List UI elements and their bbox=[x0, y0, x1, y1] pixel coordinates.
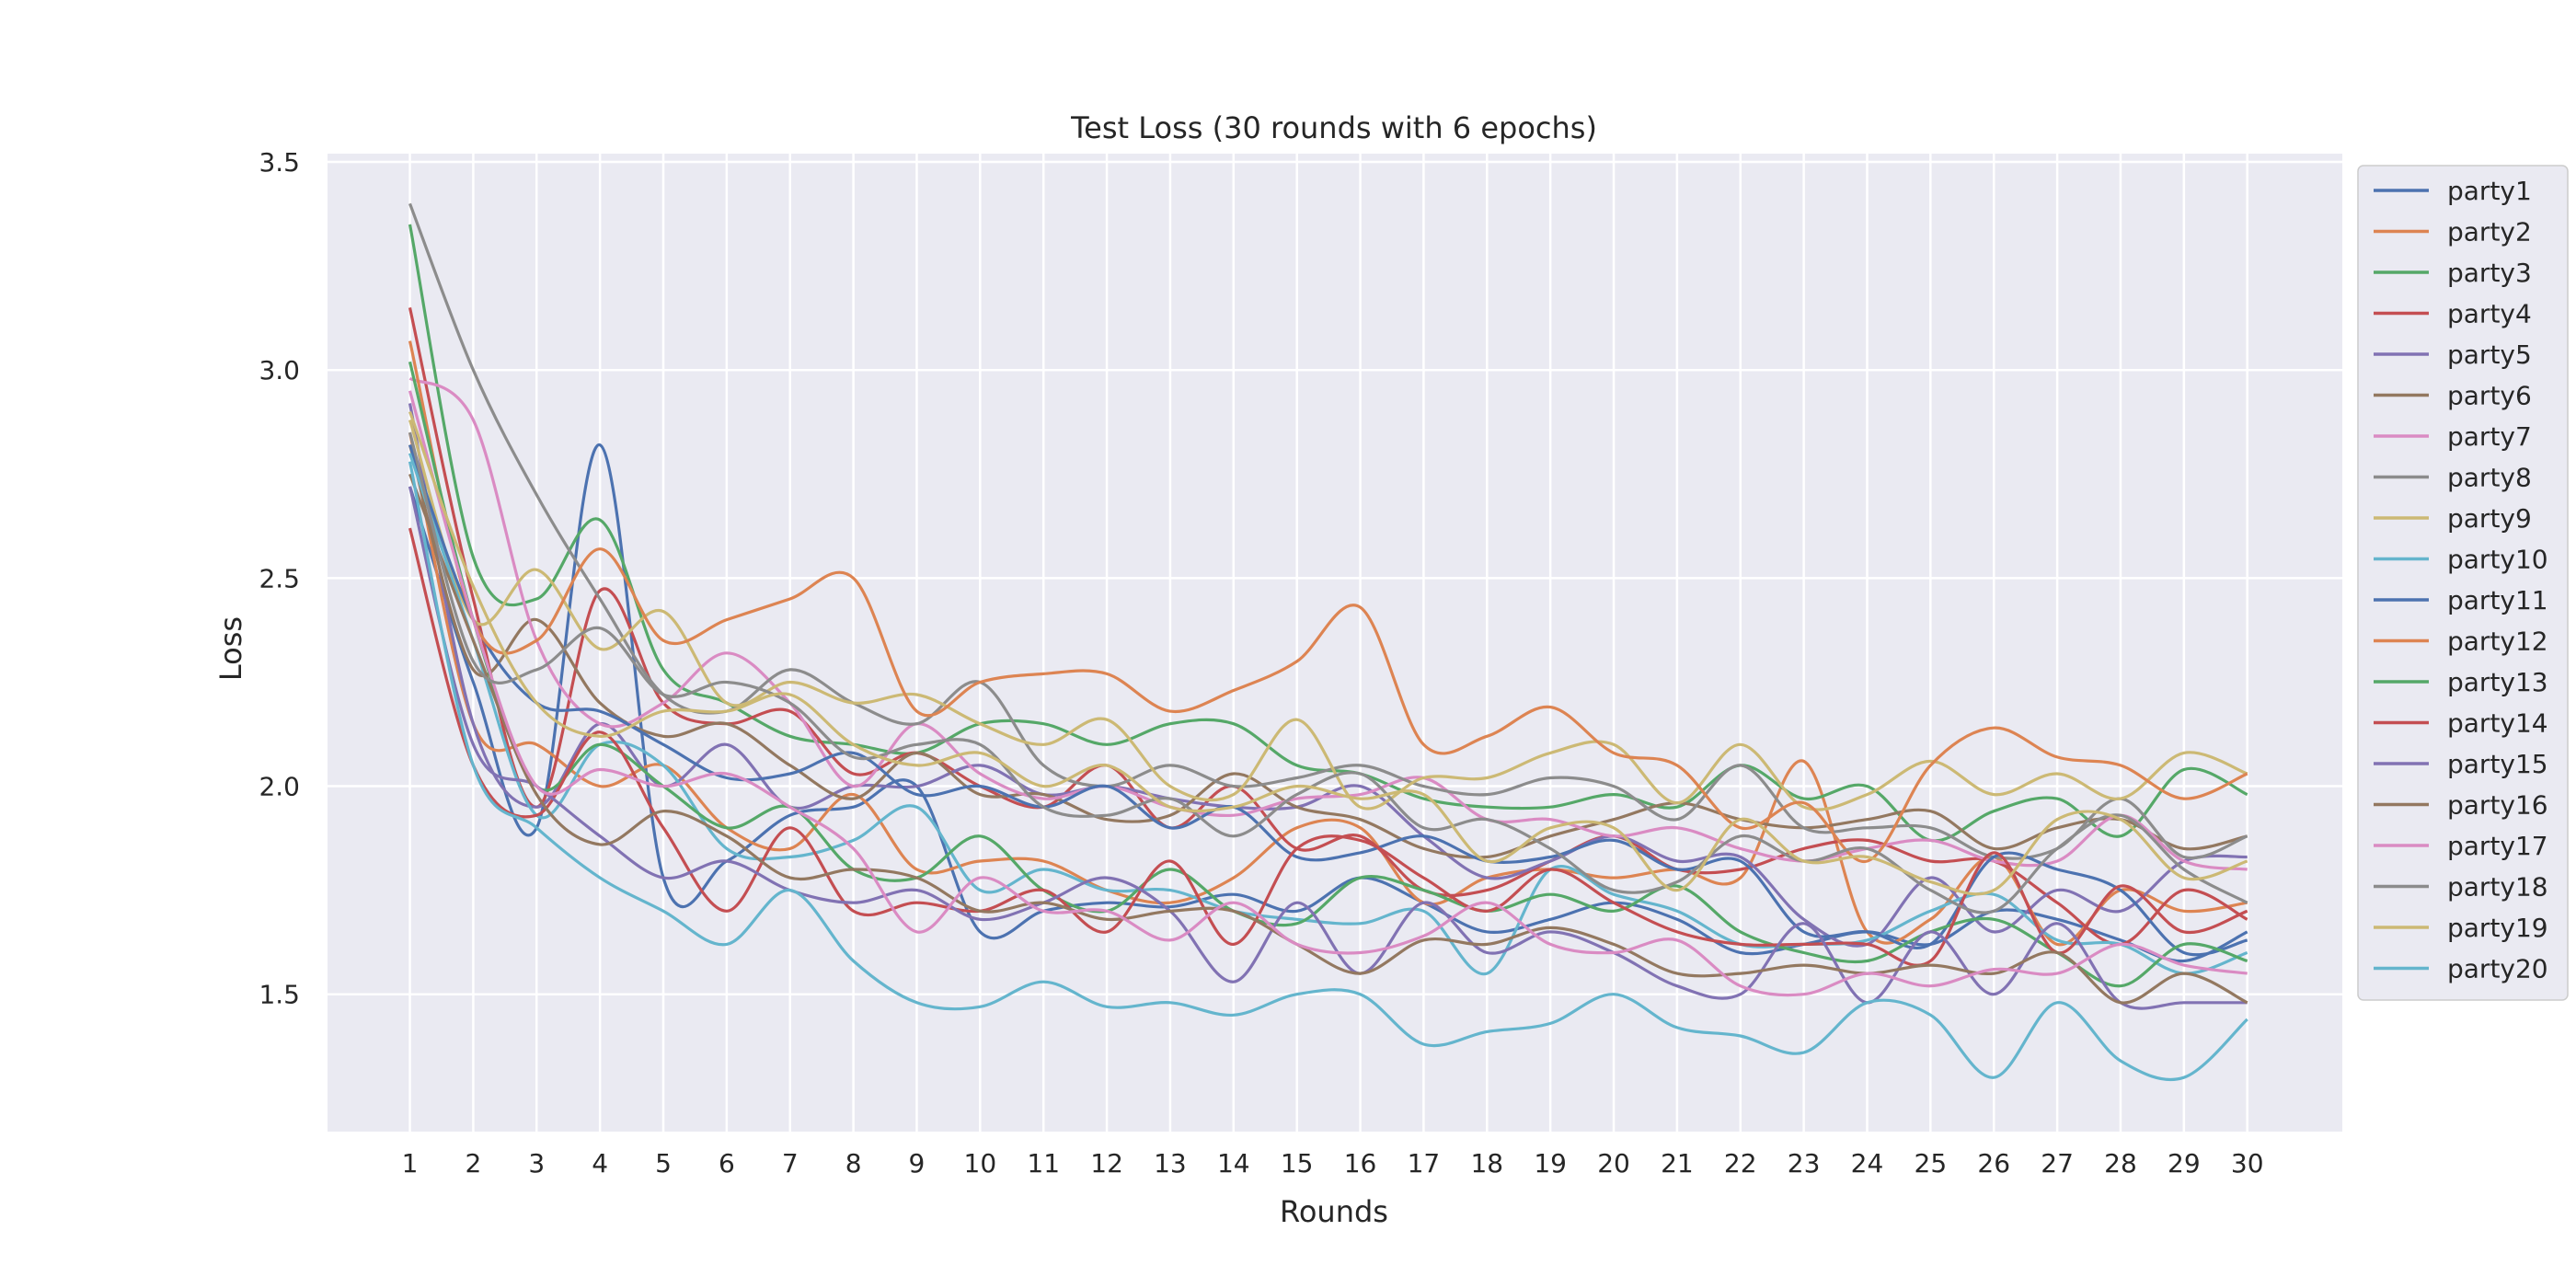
legend-label-party20: party20 bbox=[2447, 954, 2548, 984]
x-tick-label: 20 bbox=[1597, 1148, 1630, 1179]
x-tick-label: 30 bbox=[2231, 1148, 2264, 1179]
chart-title: Test Loss (30 rounds with 6 epochs) bbox=[1070, 110, 1597, 145]
x-tick-label: 15 bbox=[1281, 1148, 1314, 1179]
legend-label-party4: party4 bbox=[2447, 299, 2532, 329]
legend-label-party19: party19 bbox=[2447, 913, 2548, 943]
grid-lines bbox=[328, 154, 2342, 1132]
legend-frame bbox=[2357, 165, 2569, 1001]
legend-label-party2: party2 bbox=[2447, 217, 2532, 247]
series-line-party7 bbox=[408, 376, 2248, 871]
x-tick-label: 5 bbox=[655, 1148, 672, 1179]
x-tick-label: 25 bbox=[1915, 1148, 1948, 1179]
x-tick-label: 24 bbox=[1851, 1148, 1884, 1179]
x-tick-label: 11 bbox=[1027, 1148, 1060, 1179]
x-tick-label: 28 bbox=[2104, 1148, 2137, 1179]
legend: party1 party2 party3 party4 party5 party6 part… bbox=[2357, 165, 2569, 1001]
legend-label-party14: party14 bbox=[2447, 708, 2548, 739]
x-tick-label: 21 bbox=[1661, 1148, 1694, 1179]
legend-label-party15: party15 bbox=[2447, 749, 2548, 779]
series-line-party9 bbox=[408, 420, 2248, 811]
series-line-party1 bbox=[408, 443, 2248, 963]
x-tick-label: 1 bbox=[402, 1148, 419, 1179]
y-tick-label: 3.0 bbox=[259, 355, 300, 385]
x-tick-label: 27 bbox=[2041, 1148, 2074, 1179]
x-tick-label: 23 bbox=[1788, 1148, 1821, 1179]
legend-label-party10: party10 bbox=[2447, 545, 2548, 575]
legend-label-party5: party5 bbox=[2447, 339, 2532, 370]
series-line-party15 bbox=[408, 486, 2248, 1010]
y-tick-label: 3.5 bbox=[259, 147, 300, 178]
y-tick-label: 2.0 bbox=[259, 772, 300, 802]
x-tick-label: 8 bbox=[845, 1148, 862, 1179]
series-line-party10 bbox=[408, 453, 2248, 976]
x-tick-label: 6 bbox=[719, 1148, 735, 1179]
series-line-party12 bbox=[408, 340, 2248, 863]
series-lines bbox=[408, 202, 2248, 1082]
legend-label-party17: party17 bbox=[2447, 831, 2548, 861]
x-tick-label: 16 bbox=[1344, 1148, 1377, 1179]
x-tick-label: 29 bbox=[2168, 1148, 2201, 1179]
series-line-party18 bbox=[408, 431, 2248, 914]
plot-area-background bbox=[328, 154, 2342, 1132]
legend-label-party13: party13 bbox=[2447, 667, 2548, 697]
x-tick-label: 14 bbox=[1217, 1148, 1250, 1179]
legend-label-party6: party6 bbox=[2447, 381, 2532, 411]
x-tick-label: 22 bbox=[1724, 1148, 1757, 1179]
x-tick-label: 7 bbox=[782, 1148, 799, 1179]
legend-label-party8: party8 bbox=[2447, 463, 2532, 493]
x-tick-label: 26 bbox=[1977, 1148, 2010, 1179]
x-tick-label: 9 bbox=[909, 1148, 926, 1179]
series-line-party14 bbox=[408, 527, 2248, 967]
x-axis-ticks: 1 2 3 4 5 6 7 8 9 10 11 12 13 14 15 16 17 18 19 20 21 22 23 24 2… bbox=[402, 1148, 2264, 1179]
series-line-party17 bbox=[408, 390, 2248, 997]
series-line-party2 bbox=[408, 431, 2248, 947]
legend-label-party16: party16 bbox=[2447, 790, 2548, 821]
legend-label-party12: party12 bbox=[2447, 627, 2548, 657]
y-tick-label: 2.5 bbox=[259, 563, 300, 593]
series-line-party6 bbox=[408, 444, 2248, 859]
x-axis-label: Rounds bbox=[1280, 1194, 1388, 1229]
series-line-party19 bbox=[408, 410, 2248, 896]
y-axis-label: Loss bbox=[213, 616, 248, 681]
x-tick-label: 18 bbox=[1470, 1148, 1503, 1179]
x-tick-label: 13 bbox=[1154, 1148, 1187, 1179]
legend-label-party3: party3 bbox=[2447, 258, 2532, 288]
x-tick-label: 17 bbox=[1408, 1148, 1441, 1179]
y-tick-label: 1.5 bbox=[259, 980, 300, 1010]
x-tick-label: 12 bbox=[1090, 1148, 1123, 1179]
legend-label-party18: party18 bbox=[2447, 872, 2548, 903]
legend-label-party7: party7 bbox=[2447, 421, 2532, 452]
legend-label-party11: party11 bbox=[2447, 585, 2548, 615]
series-line-party20 bbox=[408, 461, 2248, 1082]
y-axis-ticks: 1.5 2.0 2.5 3.0 3.5 bbox=[259, 147, 300, 1010]
x-tick-label: 2 bbox=[465, 1148, 481, 1179]
legend-label-party9: party9 bbox=[2447, 503, 2532, 534]
x-tick-label: 4 bbox=[592, 1148, 608, 1179]
x-tick-label: 10 bbox=[964, 1148, 997, 1179]
legend-label-party1: party1 bbox=[2447, 176, 2532, 206]
x-tick-label: 3 bbox=[528, 1148, 545, 1179]
x-tick-label: 19 bbox=[1534, 1148, 1567, 1179]
